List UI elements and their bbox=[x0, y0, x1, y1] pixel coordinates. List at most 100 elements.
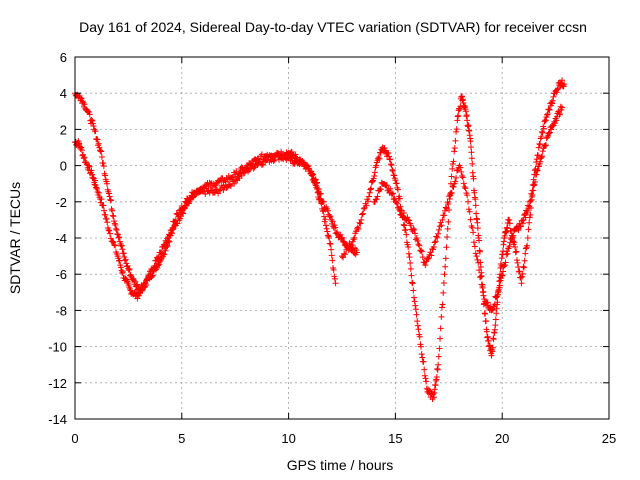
data-point bbox=[151, 262, 158, 269]
data-point bbox=[102, 172, 109, 179]
data-point bbox=[365, 193, 372, 200]
data-point bbox=[463, 112, 470, 119]
data-point bbox=[134, 281, 141, 288]
data-point bbox=[470, 229, 477, 236]
data-point bbox=[161, 251, 168, 258]
data-point bbox=[519, 220, 526, 227]
data-point bbox=[102, 211, 109, 218]
data-point bbox=[412, 302, 419, 309]
data-point bbox=[493, 293, 500, 300]
data-point bbox=[175, 211, 182, 218]
data-point bbox=[498, 271, 505, 278]
data-point bbox=[506, 217, 513, 224]
data-point bbox=[489, 344, 496, 351]
data-point bbox=[435, 361, 442, 368]
data-point bbox=[435, 230, 442, 237]
data-point bbox=[419, 254, 426, 261]
data-point bbox=[85, 162, 92, 169]
data-point bbox=[489, 306, 496, 313]
data-point bbox=[452, 178, 459, 185]
data-point bbox=[471, 243, 478, 250]
data-point bbox=[363, 202, 370, 209]
x-tick-label: 0 bbox=[71, 431, 78, 446]
data-point bbox=[413, 235, 420, 241]
data-point bbox=[468, 155, 475, 162]
data-point bbox=[109, 212, 116, 219]
data-point bbox=[120, 250, 127, 257]
data-point bbox=[559, 104, 566, 111]
data-point bbox=[468, 149, 475, 156]
data-point bbox=[433, 374, 440, 380]
data-point bbox=[410, 225, 417, 232]
data-point bbox=[535, 152, 542, 159]
data-point bbox=[437, 335, 444, 342]
data-point bbox=[421, 366, 428, 373]
data-point bbox=[557, 110, 564, 117]
data-point bbox=[111, 242, 118, 249]
data-point bbox=[502, 259, 509, 266]
data-point bbox=[248, 162, 255, 169]
data-point bbox=[490, 303, 497, 310]
data-point bbox=[95, 140, 102, 147]
data-point bbox=[438, 304, 445, 311]
data-point bbox=[472, 196, 479, 203]
data-point bbox=[389, 166, 396, 173]
data-point bbox=[494, 289, 501, 296]
data-point bbox=[506, 220, 513, 227]
data-point bbox=[453, 174, 460, 181]
data-point bbox=[158, 249, 165, 256]
data-point bbox=[426, 387, 433, 394]
data-point bbox=[195, 189, 202, 196]
data-point bbox=[469, 160, 476, 167]
data-point bbox=[112, 242, 119, 249]
data-point bbox=[517, 274, 524, 281]
data-point bbox=[444, 234, 451, 241]
data-point bbox=[553, 89, 560, 96]
data-point bbox=[459, 173, 466, 180]
data-point bbox=[551, 120, 558, 127]
data-point bbox=[524, 235, 531, 241]
data-point bbox=[439, 301, 446, 308]
data-point bbox=[460, 180, 467, 187]
data-point bbox=[351, 234, 358, 241]
data-point bbox=[539, 148, 546, 155]
data-point bbox=[341, 238, 348, 245]
data-point bbox=[477, 263, 484, 270]
data-point bbox=[89, 117, 96, 124]
data-point bbox=[332, 280, 339, 287]
data-point bbox=[324, 228, 331, 235]
data-point bbox=[435, 353, 442, 360]
data-point bbox=[77, 94, 84, 101]
data-point bbox=[119, 246, 126, 253]
data-point bbox=[401, 222, 408, 229]
data-point bbox=[496, 282, 503, 289]
data-point bbox=[320, 198, 327, 205]
data-point bbox=[545, 106, 552, 113]
data-point bbox=[199, 187, 206, 194]
data-point bbox=[412, 230, 419, 237]
data-point bbox=[465, 122, 472, 129]
data-point bbox=[450, 184, 457, 191]
series-disturbed-track bbox=[339, 77, 568, 402]
data-point bbox=[527, 197, 534, 204]
data-point bbox=[371, 173, 378, 180]
data-point bbox=[540, 125, 547, 132]
data-point bbox=[469, 224, 476, 231]
data-point bbox=[385, 149, 392, 156]
data-point bbox=[313, 180, 320, 187]
data-point bbox=[78, 144, 85, 151]
data-point bbox=[414, 237, 421, 244]
data-point bbox=[438, 313, 445, 320]
data-point bbox=[406, 254, 413, 261]
data-point bbox=[520, 263, 527, 270]
data-point bbox=[499, 272, 506, 279]
series-offset-track bbox=[72, 90, 360, 294]
data-point bbox=[88, 167, 95, 174]
data-point bbox=[407, 222, 414, 229]
data-point bbox=[448, 189, 455, 196]
data-point bbox=[400, 221, 407, 228]
data-point bbox=[518, 280, 525, 287]
data-point bbox=[324, 232, 331, 239]
data-point bbox=[415, 326, 422, 333]
data-point bbox=[410, 287, 417, 294]
